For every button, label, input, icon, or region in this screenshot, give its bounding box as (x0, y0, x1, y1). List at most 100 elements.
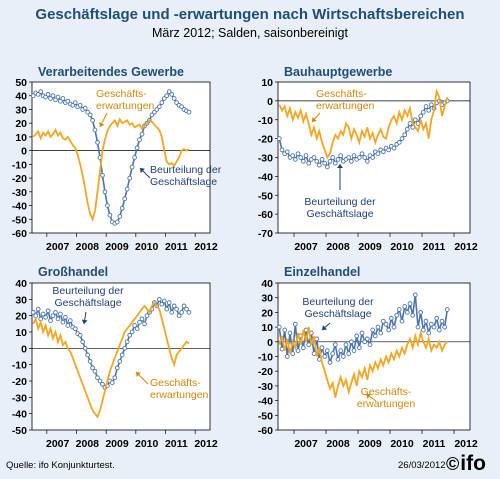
data-point-lage (404, 310, 410, 315)
panel-title: Bauhauptgewerbe (284, 65, 392, 79)
data-point-lage (426, 330, 432, 336)
x-tick-label: 2007 (294, 438, 318, 450)
y-tick-label: -40 (258, 396, 273, 408)
x-tick-label: 2008 (326, 241, 350, 253)
data-point-lage (122, 345, 128, 351)
data-point-lage (442, 324, 448, 330)
data-point-lage (362, 155, 368, 160)
x-tick-label: 2007 (46, 241, 70, 253)
data-point-lage (428, 102, 434, 108)
data-point-lage (90, 118, 95, 123)
data-point-lage (276, 136, 282, 141)
y-tick-label: 0 (21, 343, 27, 355)
data-point-lage (322, 354, 328, 359)
data-point-lage (174, 306, 179, 312)
data-point-lage (142, 321, 147, 327)
y-tick-label: -10 (12, 159, 27, 171)
data-point-lage (124, 186, 130, 192)
data-point-lage (85, 352, 90, 358)
data-point-lage (375, 324, 381, 330)
data-point-lage (159, 100, 165, 105)
data-point-lage (372, 333, 378, 339)
data-point-lage (132, 155, 137, 160)
data-point-lage (439, 318, 445, 324)
x-tick-label: 2008 (76, 438, 100, 450)
data-point-lage (156, 104, 162, 110)
data-point-lage (284, 149, 290, 155)
data-point-lage (420, 327, 426, 333)
annotation-arrowhead (322, 325, 327, 331)
data-point-lage (282, 327, 288, 333)
annotation-arrowhead (366, 393, 371, 399)
y-tick-label: 10 (15, 327, 27, 339)
data-point-lage (127, 175, 133, 181)
data-point-lage (105, 203, 110, 208)
data-point-lage (394, 312, 400, 318)
chart-panel-4: Einzelhandel -60 -50 -40 -30 -20 -10 0 10 20 30 40 2… (258, 265, 478, 450)
data-point-lage (50, 93, 56, 99)
page-subtitle: März 2012; Salden, saisonbereinigt (152, 26, 348, 40)
y-tick-label: 10 (261, 322, 273, 334)
x-tick-label: 2008 (326, 438, 350, 450)
data-point-lage (114, 219, 120, 225)
data-point-lage (92, 127, 98, 133)
data-point-lage (179, 310, 184, 315)
data-point-lage (129, 164, 135, 170)
data-point-lage (137, 319, 142, 325)
data-point-lage (418, 310, 424, 315)
x-tick-label: 2011 (165, 438, 188, 450)
annotation-label: Geschäftslage (304, 308, 371, 320)
y-tick-label: -30 (258, 381, 273, 393)
data-point-lage (50, 313, 56, 319)
y-tick-label: 40 (15, 91, 27, 103)
data-point-lage (295, 151, 301, 157)
data-point-lage (112, 375, 118, 381)
y-tick-label: 50 (15, 77, 27, 89)
data-point-lage (48, 96, 53, 101)
data-point-lage (60, 96, 66, 101)
x-tick-label: 2009 (358, 241, 382, 253)
x-tick-label: 2008 (76, 241, 100, 253)
data-point-lage (92, 368, 98, 374)
data-point-lage (420, 109, 426, 115)
annotation-label: erwartungen (96, 100, 155, 112)
data-point-lage (370, 155, 376, 160)
data-point-lage (335, 157, 341, 162)
data-point-lage (107, 212, 113, 218)
x-tick-label: 2010 (390, 438, 414, 450)
data-point-lage (87, 112, 93, 118)
annotation-label: Beurteilung der (150, 164, 222, 176)
data-point-lage (95, 140, 100, 145)
data-point-lage (67, 318, 73, 323)
copyright-mark: © (446, 454, 460, 474)
data-point-lage (72, 326, 78, 332)
source-note: Quelle: ifo Konjunkturtest. (6, 460, 115, 471)
data-point-lage (53, 310, 58, 315)
data-point-lage (338, 153, 344, 158)
data-point-lage (100, 381, 105, 387)
y-tick-label: -50 (258, 190, 273, 202)
data-point-lage (404, 126, 410, 132)
y-tick-label: -10 (258, 115, 273, 127)
data-point-lage (156, 296, 162, 302)
data-point-lage (418, 113, 424, 119)
data-point-lage (306, 160, 312, 166)
x-tick-label: 2010 (135, 438, 159, 450)
data-point-lage (95, 375, 100, 381)
annotation-label: Beurteilung der (302, 296, 374, 308)
data-point-lage (60, 319, 66, 325)
data-point-lage (166, 89, 172, 94)
data-point-lage (77, 332, 83, 338)
data-point-lage (386, 327, 392, 333)
data-point-lage (380, 318, 386, 324)
data-point-lage (290, 153, 296, 158)
y-tick-label: -40 (12, 409, 27, 421)
y-tick-label: 20 (261, 307, 273, 319)
y-tick-label: -30 (12, 187, 27, 199)
data-point-lage (423, 104, 429, 109)
publication-date: 26/03/2012 (398, 460, 446, 471)
y-tick-label: 10 (261, 77, 273, 89)
data-point-lage (324, 348, 330, 353)
data-point-lage (102, 189, 108, 195)
data-point-lage (351, 153, 357, 158)
